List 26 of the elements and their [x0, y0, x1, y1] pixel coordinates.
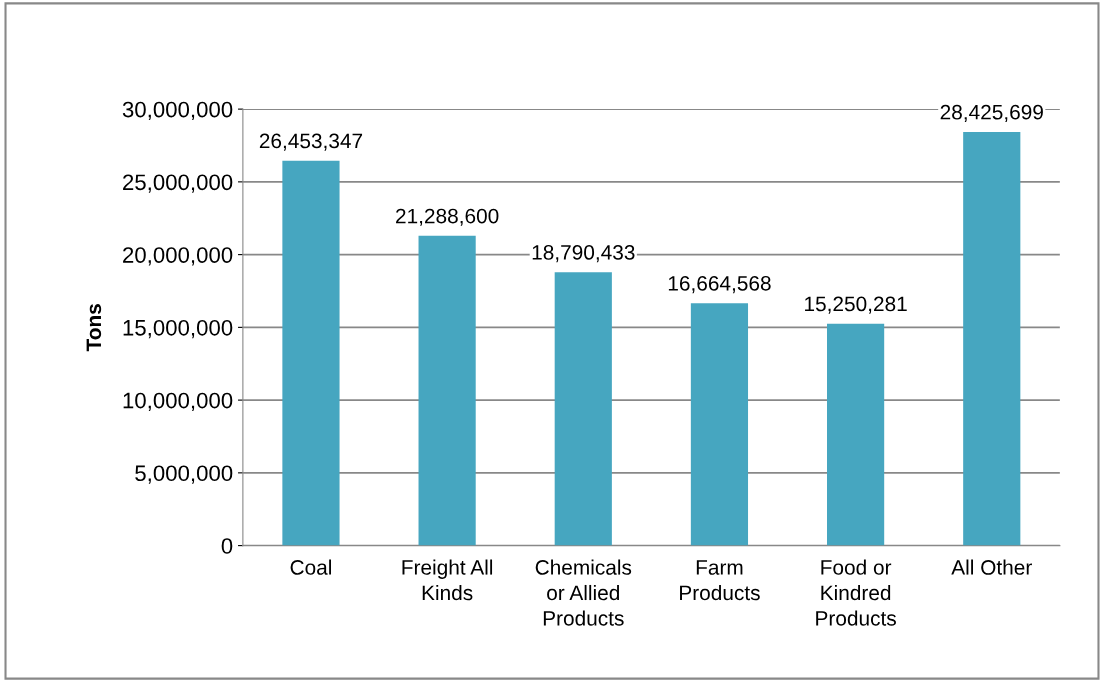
y-tick-label: 25,000,000 — [123, 174, 233, 193]
x-tick-label: Coal — [290, 559, 331, 575]
x-tick-label: Freight All Kinds — [402, 559, 493, 601]
x-tick-label: Chemicals or Allied Products — [535, 559, 632, 626]
bar — [963, 132, 1021, 546]
x-tick-label: Food or Kindred Products — [816, 559, 896, 626]
bar — [554, 272, 612, 546]
y-tick-label: 20,000,000 — [123, 247, 233, 266]
y-tick-label: 5,000,000 — [135, 465, 233, 484]
bar — [827, 323, 885, 546]
data-label: 18,790,433 — [532, 245, 635, 263]
y-tick-label: 0 — [221, 538, 233, 554]
data-label: 15,250,281 — [805, 296, 907, 314]
bar — [282, 160, 340, 546]
data-label: 16,664,568 — [668, 275, 771, 294]
data-label: 28,425,699 — [940, 104, 1043, 123]
y-axis-title: Tons — [86, 304, 102, 352]
x-tick-label: Farm Products — [680, 560, 760, 601]
bar — [690, 303, 749, 546]
data-label: 21,288,600 — [396, 208, 499, 226]
y-tick-label: 30,000,000 — [122, 101, 233, 121]
x-tick-label: All Other — [951, 559, 1032, 575]
bar — [418, 235, 476, 546]
y-tick-label: 10,000,000 — [123, 392, 233, 411]
y-tick-label: 15,000,000 — [123, 319, 233, 339]
data-label: 26,453,347 — [259, 133, 363, 151]
